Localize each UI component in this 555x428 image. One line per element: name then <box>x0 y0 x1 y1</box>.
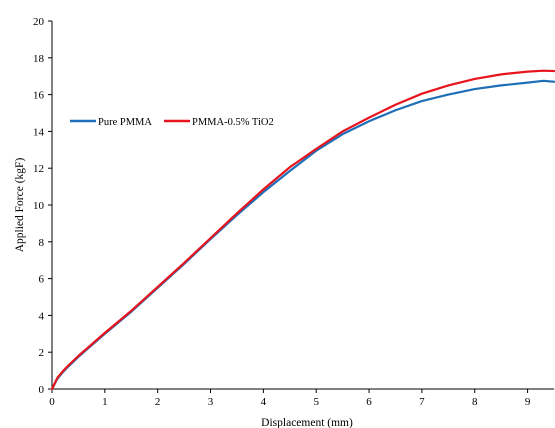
y-axis: 0 2 4 6 8 10 12 14 16 18 20 <box>33 16 53 396</box>
y-tick-label: 6 <box>39 274 45 286</box>
x-tick-label: 2 <box>155 396 161 408</box>
y-tick-label: 0 <box>39 384 45 396</box>
y-tick-label: 16 <box>33 90 45 102</box>
x-tick-label: 9 <box>525 396 531 408</box>
y-tick-label: 2 <box>39 347 45 359</box>
x-tick-label: 0 <box>49 396 55 408</box>
x-axis-title: Displacement (mm) <box>261 417 353 428</box>
y-tick-label: 8 <box>39 237 45 249</box>
y-tick-label: 20 <box>33 16 45 28</box>
x-tick-label: 8 <box>472 396 478 408</box>
x-tick-label: 7 <box>419 396 425 408</box>
legend-label: Pure PMMA <box>98 117 152 128</box>
y-axis-title: Applied Force (kgF) <box>14 158 26 253</box>
y-tick-label: 12 <box>33 163 44 175</box>
y-tick-label: 10 <box>33 200 45 212</box>
legend-label: PMMA-0.5% TiO2 <box>192 117 274 128</box>
x-tick-label: 5 <box>313 396 319 408</box>
x-axis: 0 1 2 3 4 5 6 7 8 9 <box>49 388 554 408</box>
y-tick-label: 4 <box>39 310 45 322</box>
legend: Pure PMMA PMMA-0.5% TiO2 <box>70 117 274 128</box>
x-tick-label: 4 <box>261 396 267 408</box>
series-line-pmma-tio2 <box>50 69 555 391</box>
y-tick-label: 14 <box>33 126 45 138</box>
y-tick-label: 18 <box>33 53 45 65</box>
x-tick-label: 1 <box>102 396 108 408</box>
x-tick-label: 6 <box>366 396 372 408</box>
x-tick-label: 3 <box>208 396 214 408</box>
series-layer <box>50 69 555 391</box>
